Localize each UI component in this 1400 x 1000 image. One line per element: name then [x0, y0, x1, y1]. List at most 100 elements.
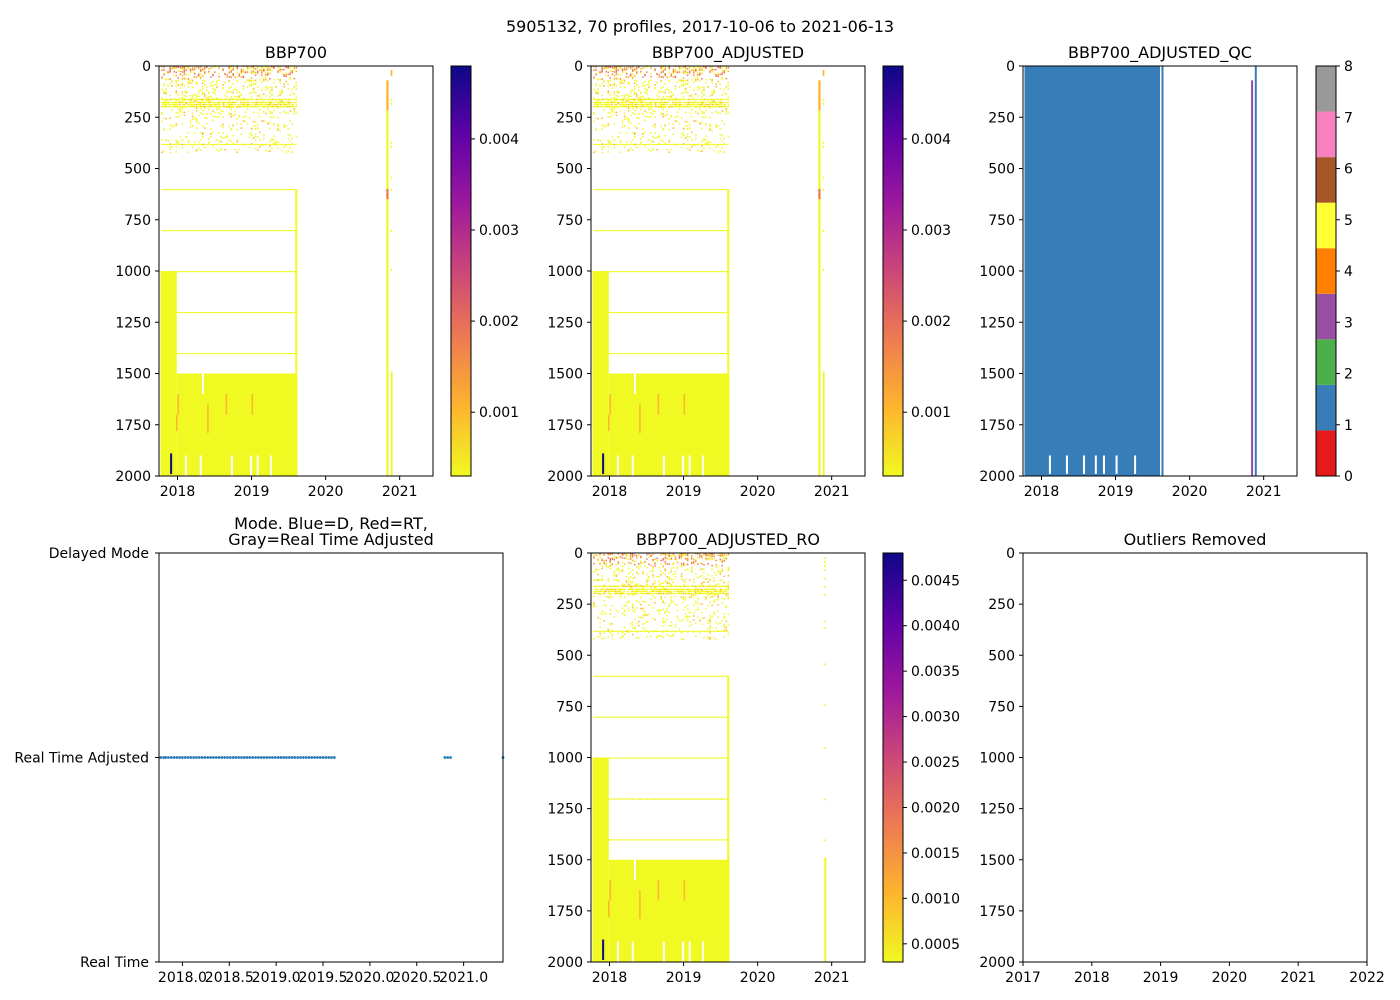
heatmap-cell — [629, 588, 632, 591]
heatmap-cell — [622, 585, 625, 588]
heatmap-cell — [202, 103, 204, 106]
heatmap-cell — [686, 558, 689, 560]
heatmap-cell — [669, 588, 672, 591]
heatmap-cell — [593, 88, 595, 91]
heatmap-cell — [719, 622, 721, 624]
heatmap-cell — [232, 105, 234, 108]
qc-cell — [1024, 66, 1160, 476]
heatmap-cell — [629, 592, 632, 595]
heatmap-gap — [199, 455, 202, 476]
heatmap-cell — [212, 131, 214, 134]
heatmap-cell — [174, 98, 177, 101]
heatmap-cell — [719, 589, 721, 592]
heatmap-cell — [676, 615, 679, 618]
heatmap-cell — [623, 553, 626, 555]
heatmap-cell — [690, 566, 693, 569]
heatmap-cell — [644, 592, 647, 595]
heatmap-cell — [196, 105, 199, 108]
heatmap-cell — [189, 105, 192, 107]
heatmap-cell — [252, 125, 255, 128]
heatmap-cell — [654, 123, 656, 126]
heatmap-cell — [665, 592, 667, 595]
heatmap-cell — [235, 101, 238, 104]
heatmap-cell — [620, 103, 623, 106]
heatmap-cell — [633, 98, 635, 101]
heatmap-cell — [623, 592, 625, 595]
qc-colorbar-segment — [1316, 248, 1336, 294]
heatmap-cell — [214, 90, 216, 92]
x-tick-label: 2017 — [1005, 970, 1041, 986]
heatmap-cell — [668, 106, 671, 109]
heatmap-cell — [169, 146, 171, 148]
heatmap-cell — [605, 98, 608, 101]
y-tick-label: 250 — [988, 597, 1015, 613]
heatmap-cell — [636, 101, 639, 104]
heatmap-cell — [218, 107, 220, 110]
heatmap-cell — [690, 584, 693, 587]
heatmap-cell — [207, 101, 209, 104]
heatmap-cell — [680, 564, 683, 567]
heatmap-cell — [242, 88, 245, 90]
heatmap-cell — [289, 94, 292, 97]
heatmap-cell — [636, 103, 639, 106]
heatmap-cell — [693, 594, 695, 597]
mode-point — [234, 756, 238, 759]
heatmap-cell — [171, 67, 173, 69]
heatmap-cell — [651, 105, 654, 108]
heatmap-cell — [170, 98, 172, 101]
heatmap-cell — [701, 562, 703, 565]
heatmap-cell — [707, 144, 709, 147]
heatmap-cell — [612, 101, 615, 104]
heatmap-cell — [161, 151, 163, 154]
heatmap-cell — [642, 614, 644, 616]
heatmap-cell — [695, 103, 697, 106]
heatmap-cell — [652, 589, 654, 591]
heatmap-cell — [626, 105, 628, 108]
heatmap-cell — [696, 585, 698, 588]
heatmap-cell — [161, 98, 163, 101]
colorbar-tick-label: 0.0025 — [911, 755, 960, 771]
heatmap-cell — [256, 149, 259, 151]
heatmap-cell — [246, 86, 249, 89]
heatmap-cell — [719, 128, 721, 130]
heatmap-cell — [623, 590, 625, 593]
heatmap-cell — [227, 98, 230, 101]
heatmap-cell — [214, 92, 216, 95]
heatmap-cell — [279, 130, 281, 133]
heatmap-cell — [668, 105, 671, 108]
heatmap-cell — [236, 96, 239, 98]
heatmap-cell — [710, 592, 713, 595]
heatmap-cell — [597, 103, 600, 106]
heatmap-cell — [619, 105, 622, 108]
heatmap-cell — [629, 90, 632, 92]
heatmap-cell — [163, 128, 165, 130]
heatmap-cell — [674, 555, 677, 558]
heatmap-cell — [224, 95, 226, 97]
heatmap-cell — [648, 84, 650, 87]
heatmap-cell — [635, 69, 638, 72]
heatmap-cell — [243, 101, 246, 104]
heatmap-cell — [704, 103, 706, 106]
heatmap-cell — [202, 103, 205, 106]
heatmap-cell — [705, 135, 707, 137]
heatmap-cell — [717, 103, 720, 106]
heatmap-cell — [244, 81, 247, 83]
heatmap-cell — [240, 68, 243, 71]
heatmap-cell — [171, 85, 173, 87]
heatmap-cell — [613, 100, 616, 102]
heatmap-cell — [263, 134, 265, 136]
heatmap-cell — [683, 798, 686, 800]
heatmap-cell — [187, 74, 190, 76]
heatmap-cell — [269, 127, 271, 130]
heatmap-cell — [702, 592, 705, 595]
heatmap-cell — [617, 91, 620, 94]
heatmap-cell — [631, 573, 634, 576]
heatmap-gap — [616, 941, 619, 962]
heatmap-cell — [189, 82, 192, 84]
heatmap-cell — [709, 592, 712, 595]
heatmap-cell — [691, 101, 694, 104]
heatmap-cell — [187, 98, 190, 101]
heatmap-cell — [621, 592, 624, 595]
heatmap-cell — [717, 554, 719, 556]
heatmap-cell — [697, 74, 699, 76]
